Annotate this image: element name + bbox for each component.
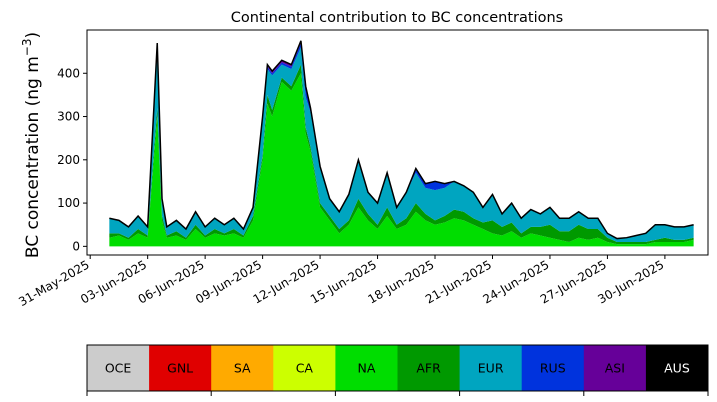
y-tick-label: 300	[57, 110, 80, 124]
legend-swatch-gnl	[149, 345, 212, 391]
legend-label-ca: CA	[296, 361, 314, 376]
legend-label-sa: SA	[234, 361, 251, 376]
total-line	[109, 40, 694, 240]
legend-swatch-eur	[459, 345, 523, 391]
legend-label-rus: RUS	[540, 361, 566, 376]
y-tick-label: 400	[57, 66, 80, 80]
x-axis-ticks: 31-May-202503-Jun-202506-Jun-202509-Jun-…	[16, 255, 666, 309]
y-axis-label-superscript: −3	[20, 38, 34, 56]
y-tick-label: 0	[72, 239, 80, 253]
plot-frame	[86, 29, 709, 256]
legend-swatch-aus	[645, 345, 709, 391]
legend-swatch-afr	[397, 345, 461, 391]
continent-legend: OCE GNL SA CA NA AFR EUR RUS ASI AUS	[86, 344, 709, 396]
legend-swatch-sa	[211, 345, 274, 391]
y-axis-ticks: 0 100 200 300 400	[57, 66, 87, 253]
legend-label-afr: AFR	[416, 361, 441, 376]
legend-label-oce: OCE	[105, 361, 132, 376]
y-tick-label: 100	[57, 196, 80, 210]
area-eur	[109, 47, 694, 243]
y-tick-label: 200	[57, 153, 80, 167]
legend-frame	[86, 344, 709, 392]
legend-label-na: NA	[357, 361, 375, 376]
stacked-areas	[109, 40, 694, 247]
legend-swatch-ca	[273, 345, 336, 391]
legend-swatch-rus	[521, 345, 585, 391]
legend-swatch-na	[335, 345, 398, 391]
chart-title: Continental contribution to BC concentra…	[231, 10, 563, 26]
legend-label-gnl: GNL	[167, 361, 193, 376]
x-tick-label: 31-May-2025	[16, 257, 91, 309]
legend-swatch-oce	[87, 345, 150, 391]
legend-label-eur: EUR	[478, 361, 504, 376]
total-concentration-line	[109, 40, 694, 240]
legend-swatch-asi	[583, 345, 647, 391]
legend-label-aus: AUS	[664, 361, 690, 376]
legend-label-asi: ASI	[605, 361, 625, 376]
y-axis-label-close: )	[23, 32, 43, 39]
y-axis-label-text: BC concentration (ng m	[23, 56, 43, 258]
y-axis-label: BC concentration (ng m−3)	[20, 32, 43, 258]
